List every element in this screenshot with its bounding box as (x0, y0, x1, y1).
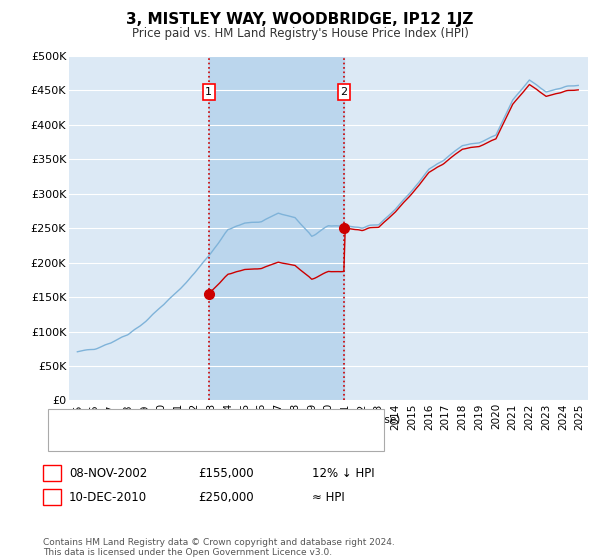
Text: ≈ HPI: ≈ HPI (312, 491, 345, 504)
Text: 3, MISTLEY WAY, WOODBRIDGE, IP12 1JZ (detached house): 3, MISTLEY WAY, WOODBRIDGE, IP12 1JZ (de… (93, 415, 400, 425)
Text: 08-NOV-2002: 08-NOV-2002 (69, 466, 147, 480)
Text: 10-DEC-2010: 10-DEC-2010 (69, 491, 147, 504)
Text: 12% ↓ HPI: 12% ↓ HPI (312, 466, 374, 480)
Text: £250,000: £250,000 (198, 491, 254, 504)
Text: 3, MISTLEY WAY, WOODBRIDGE, IP12 1JZ: 3, MISTLEY WAY, WOODBRIDGE, IP12 1JZ (127, 12, 473, 27)
Text: 2: 2 (341, 87, 347, 97)
Bar (209, 56, 344, 400)
Text: Price paid vs. HM Land Registry's House Price Index (HPI): Price paid vs. HM Land Registry's House … (131, 27, 469, 40)
Text: £155,000: £155,000 (198, 466, 254, 480)
Text: 2: 2 (49, 491, 56, 504)
Text: Contains HM Land Registry data © Crown copyright and database right 2024.
This d: Contains HM Land Registry data © Crown c… (43, 538, 395, 557)
Text: 1: 1 (49, 466, 56, 480)
Text: 1: 1 (205, 87, 212, 97)
Text: HPI: Average price, detached house, East Suffolk: HPI: Average price, detached house, East… (93, 435, 348, 445)
